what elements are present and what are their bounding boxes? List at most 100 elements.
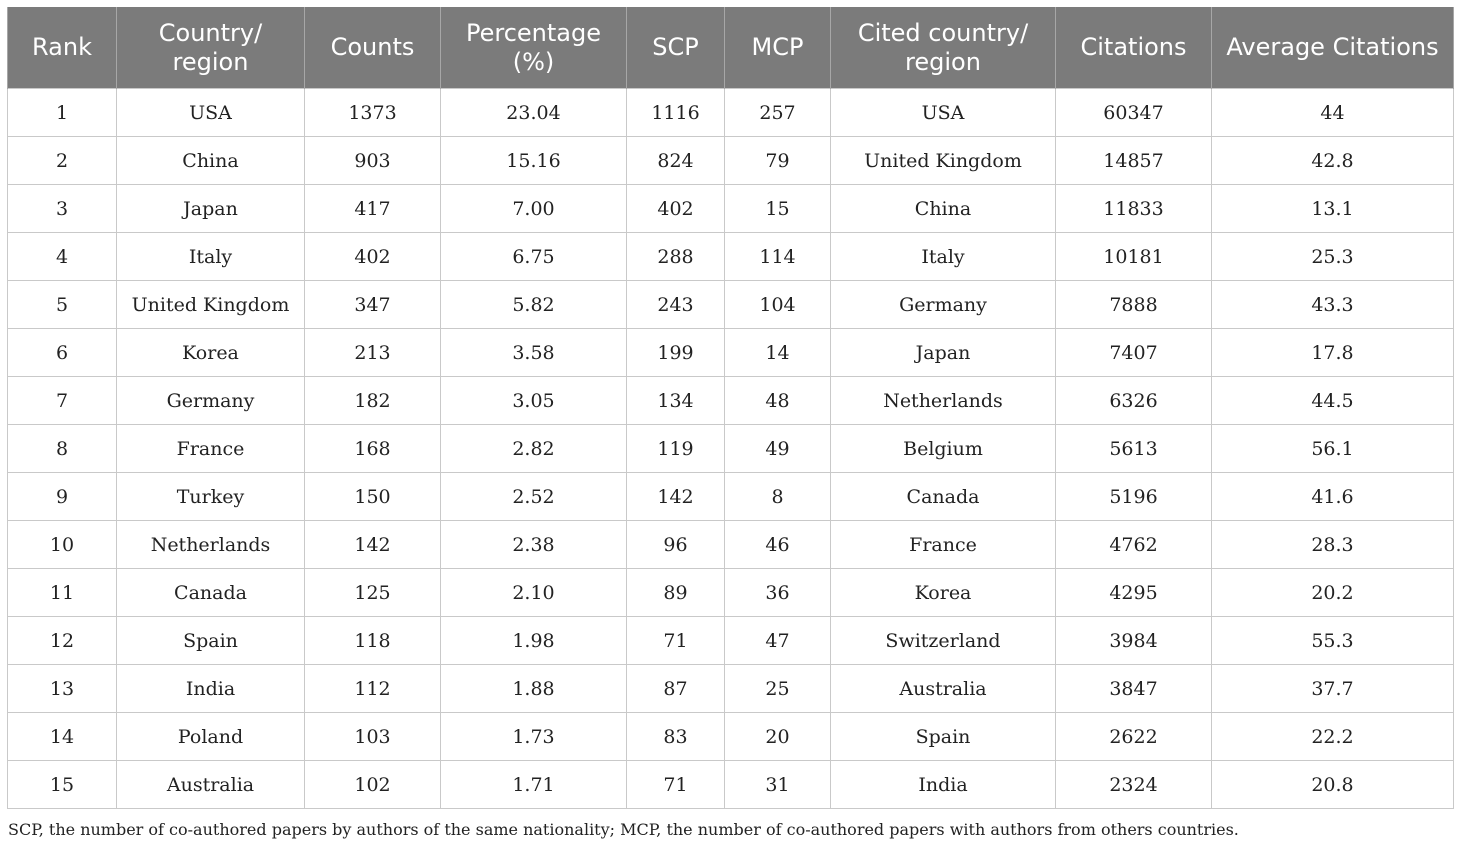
cell-cited-country-region: France [830, 520, 1056, 569]
cell-citations: 4295 [1055, 568, 1212, 617]
cell-mcp: 104 [724, 280, 831, 329]
table-body: 1 USA 1373 23.04 1116 257 USA 60347 44 2 China 903 1… [7, 88, 1454, 809]
cell-country-region: Turkey [116, 472, 305, 521]
cell-citations: 60347 [1055, 88, 1212, 137]
cell-mcp: 15 [724, 184, 831, 233]
cell-rank: 11 [7, 568, 117, 617]
cell-rank: 10 [7, 520, 117, 569]
cell-country-region: USA [116, 88, 305, 137]
cell-rank: 3 [7, 184, 117, 233]
cell-counts: 168 [304, 424, 441, 473]
cell-average-citations: 41.6 [1211, 472, 1454, 521]
cell-percentage: 2.82 [440, 424, 627, 473]
cell-scp: 71 [626, 760, 725, 809]
cell-average-citations: 55.3 [1211, 616, 1454, 665]
table-footnote: SCP, the number of co-authored papers by… [8, 820, 1239, 839]
cell-cited-country-region: Switzerland [830, 616, 1056, 665]
cell-mcp: 47 [724, 616, 831, 665]
cell-percentage: 2.38 [440, 520, 627, 569]
table-row: 11 Canada 125 2.10 89 36 Korea 4295 20.2 [7, 568, 1454, 617]
table-row: 13 India 112 1.88 87 25 Australia 3847 37.7 [7, 664, 1454, 713]
cell-average-citations: 13.1 [1211, 184, 1454, 233]
cell-cited-country-region: Netherlands [830, 376, 1056, 425]
cell-mcp: 36 [724, 568, 831, 617]
cell-scp: 134 [626, 376, 725, 425]
cell-percentage: 1.73 [440, 712, 627, 761]
table-row: 12 Spain 118 1.98 71 47 Switzerland 3984 55.3 [7, 616, 1454, 665]
cell-mcp: 48 [724, 376, 831, 425]
cell-scp: 824 [626, 136, 725, 185]
cell-cited-country-region: Germany [830, 280, 1056, 329]
cell-citations: 2622 [1055, 712, 1212, 761]
cell-citations: 4762 [1055, 520, 1212, 569]
table-row: 7 Germany 182 3.05 134 48 Netherlands 6326 44.5 [7, 376, 1454, 425]
header-country-region: Country/region [116, 7, 305, 89]
cell-mcp: 14 [724, 328, 831, 377]
cell-scp: 119 [626, 424, 725, 473]
data-table-container: Rank Country/region Counts Percentage (%)… [7, 7, 1454, 809]
cell-cited-country-region: Korea [830, 568, 1056, 617]
cell-rank: 7 [7, 376, 117, 425]
cell-country-region: India [116, 664, 305, 713]
cell-cited-country-region: USA [830, 88, 1056, 137]
table-row: 15 Australia 102 1.71 71 31 India 2324 20.8 [7, 760, 1454, 809]
cell-average-citations: 43.3 [1211, 280, 1454, 329]
cell-country-region: United Kingdom [116, 280, 305, 329]
cell-scp: 1116 [626, 88, 725, 137]
cell-citations: 7407 [1055, 328, 1212, 377]
cell-counts: 125 [304, 568, 441, 617]
cell-percentage: 1.71 [440, 760, 627, 809]
cell-percentage: 3.05 [440, 376, 627, 425]
cell-rank: 8 [7, 424, 117, 473]
cell-citations: 3847 [1055, 664, 1212, 713]
cell-percentage: 2.52 [440, 472, 627, 521]
cell-mcp: 49 [724, 424, 831, 473]
cell-cited-country-region: Canada [830, 472, 1056, 521]
cell-citations: 5196 [1055, 472, 1212, 521]
cell-percentage: 5.82 [440, 280, 627, 329]
cell-mcp: 257 [724, 88, 831, 137]
cell-cited-country-region: Belgium [830, 424, 1056, 473]
cell-cited-country-region: Italy [830, 232, 1056, 281]
table-row: 1 USA 1373 23.04 1116 257 USA 60347 44 [7, 88, 1454, 137]
cell-mcp: 8 [724, 472, 831, 521]
cell-counts: 150 [304, 472, 441, 521]
cell-average-citations: 22.2 [1211, 712, 1454, 761]
table-header: Rank Country/region Counts Percentage (%)… [7, 7, 1454, 89]
cell-counts: 102 [304, 760, 441, 809]
cell-counts: 213 [304, 328, 441, 377]
header-mcp: MCP [724, 7, 831, 89]
cell-cited-country-region: India [830, 760, 1056, 809]
cell-rank: 1 [7, 88, 117, 137]
table-row: 8 France 168 2.82 119 49 Belgium 5613 56.1 [7, 424, 1454, 473]
cell-scp: 89 [626, 568, 725, 617]
cell-counts: 142 [304, 520, 441, 569]
header-rank: Rank [7, 7, 117, 89]
cell-average-citations: 28.3 [1211, 520, 1454, 569]
header-citations: Citations [1055, 7, 1212, 89]
cell-percentage: 1.98 [440, 616, 627, 665]
cell-country-region: Canada [116, 568, 305, 617]
cell-counts: 903 [304, 136, 441, 185]
cell-scp: 243 [626, 280, 725, 329]
cell-average-citations: 44.5 [1211, 376, 1454, 425]
cell-citations: 10181 [1055, 232, 1212, 281]
cell-counts: 347 [304, 280, 441, 329]
cell-citations: 6326 [1055, 376, 1212, 425]
cell-mcp: 114 [724, 232, 831, 281]
cell-cited-country-region: Australia [830, 664, 1056, 713]
cell-percentage: 6.75 [440, 232, 627, 281]
cell-rank: 14 [7, 712, 117, 761]
cell-scp: 96 [626, 520, 725, 569]
table-row: 9 Turkey 150 2.52 142 8 Canada 5196 41.6 [7, 472, 1454, 521]
cell-rank: 4 [7, 232, 117, 281]
cell-country-region: Japan [116, 184, 305, 233]
cell-average-citations: 37.7 [1211, 664, 1454, 713]
cell-rank: 13 [7, 664, 117, 713]
cell-average-citations: 56.1 [1211, 424, 1454, 473]
cell-cited-country-region: Japan [830, 328, 1056, 377]
header-percentage: Percentage (%) [440, 7, 627, 89]
cell-average-citations: 17.8 [1211, 328, 1454, 377]
cell-counts: 103 [304, 712, 441, 761]
cell-country-region: Korea [116, 328, 305, 377]
